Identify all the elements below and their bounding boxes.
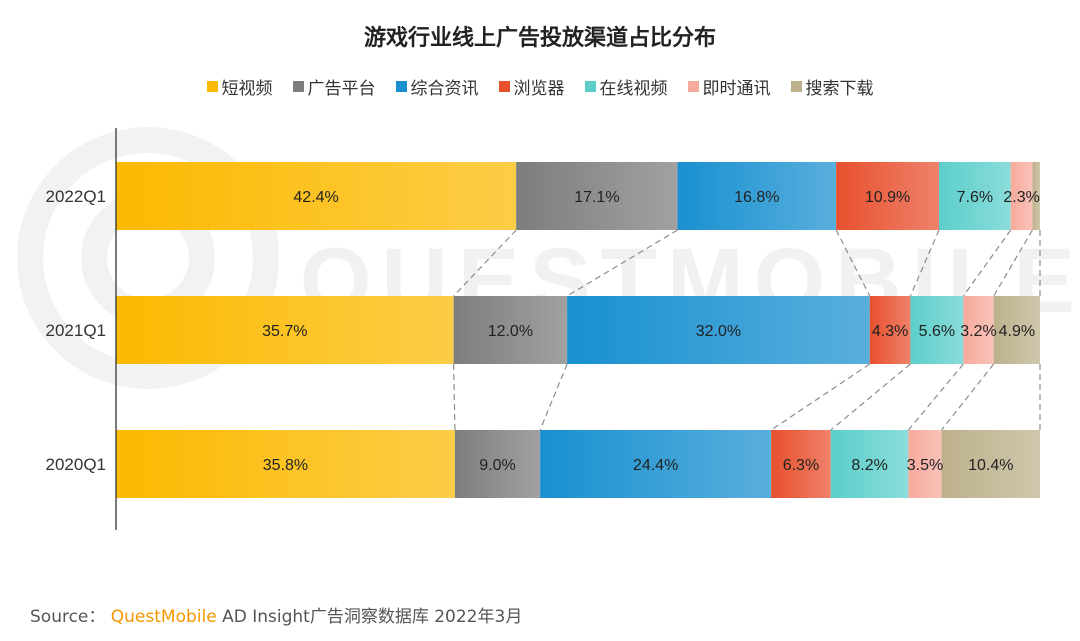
category-label: 2020Q1 <box>46 455 107 474</box>
bar-segment <box>908 430 942 498</box>
legend-swatch <box>292 81 304 92</box>
bar-segment <box>453 296 568 364</box>
data-label: 42.4% <box>293 189 338 206</box>
data-label: 3.5% <box>907 457 943 474</box>
bar-segment <box>516 162 678 230</box>
connector-line <box>830 363 911 431</box>
chart-title: 游戏行业线上广告投放渠道占比分布 <box>363 26 716 51</box>
bar-segment <box>540 430 772 498</box>
legend-item: 综合资讯 <box>395 74 479 99</box>
data-label: 3.2% <box>960 323 996 340</box>
legend-label: 浏览器 <box>513 79 565 99</box>
legend-label: 短视频 <box>221 79 273 99</box>
bar-segment <box>116 296 454 364</box>
legend-item: 浏览器 <box>498 74 565 99</box>
data-label: 16.8% <box>734 189 779 206</box>
data-label: 9.0% <box>479 457 515 474</box>
data-label: 4.9% <box>999 323 1035 340</box>
bar-segment <box>830 430 909 498</box>
legend-label: 即时通讯 <box>702 79 771 99</box>
data-label: 7.6% <box>957 189 993 206</box>
connector-line <box>539 363 568 431</box>
legend-swatch <box>395 81 407 92</box>
bar-segment <box>1010 162 1033 230</box>
bar-segment <box>869 296 911 364</box>
data-label: 35.8% <box>263 457 308 474</box>
bar-segment <box>910 296 964 364</box>
chart-legend: 短视频 广告平台 综合资讯 浏览器 在线视频 即时通讯 搜索下载 <box>0 74 1080 99</box>
bar-segment <box>836 162 940 230</box>
legend-item: 短视频 <box>206 74 273 99</box>
bar-segment <box>454 430 541 498</box>
bar-segment <box>1032 162 1040 230</box>
bar-segment <box>771 430 831 498</box>
data-label: 6.3% <box>783 457 819 474</box>
bar-segment <box>939 162 1011 230</box>
data-label: 24.4% <box>633 457 678 474</box>
data-label: 12.0% <box>488 323 533 340</box>
connector-line <box>909 229 940 297</box>
connector-line <box>835 229 871 297</box>
data-label: 8.2% <box>851 457 887 474</box>
data-label: 35.7% <box>262 323 307 340</box>
legend-swatch <box>498 81 510 92</box>
data-label: 17.1% <box>574 189 619 206</box>
data-label: 32.0% <box>696 323 741 340</box>
legend-swatch <box>206 81 218 92</box>
legend-item: 在线视频 <box>584 74 668 99</box>
source-text: AD Insight广告洞察数据库 2022年3月 <box>222 607 523 627</box>
legend-item: 搜索下载 <box>790 74 874 99</box>
legend-item: 广告平台 <box>292 74 376 99</box>
connector-line <box>770 363 871 431</box>
legend-label: 搜索下载 <box>805 79 874 99</box>
legend-label: 广告平台 <box>307 79 376 99</box>
legend-swatch <box>790 81 802 92</box>
bar-segment <box>116 162 517 230</box>
legend-swatch <box>584 81 596 92</box>
bar-segment <box>567 296 870 364</box>
connector-line <box>907 363 964 431</box>
connector-line <box>453 229 517 297</box>
data-label: 5.6% <box>919 323 955 340</box>
category-label: 2022Q1 <box>46 187 107 206</box>
legend-swatch <box>687 81 699 92</box>
connector-line <box>566 229 678 297</box>
legend-item: 即时通讯 <box>687 74 771 99</box>
legend-label: 综合资讯 <box>410 79 479 99</box>
connector-line <box>941 363 995 431</box>
bar-segment <box>116 430 455 498</box>
data-label: 10.4% <box>968 457 1013 474</box>
connector-line <box>453 363 456 431</box>
source-label: Source： <box>30 607 106 627</box>
data-label: 10.9% <box>865 189 910 206</box>
source-brand: QuestMobile <box>110 607 217 627</box>
connector-line <box>993 229 1033 297</box>
bar-segment <box>677 162 837 230</box>
bar-segment <box>963 296 994 364</box>
data-label: 4.3% <box>872 323 908 340</box>
legend-label: 在线视频 <box>599 79 668 99</box>
source-note: Source： QuestMobile AD Insight广告洞察数据库 20… <box>30 602 522 627</box>
connector-line <box>962 229 1012 297</box>
bar-segment <box>941 430 1040 498</box>
category-label: 2021Q1 <box>46 321 107 340</box>
bar-segment <box>993 296 1040 364</box>
data-label: 2.3% <box>1003 189 1039 206</box>
